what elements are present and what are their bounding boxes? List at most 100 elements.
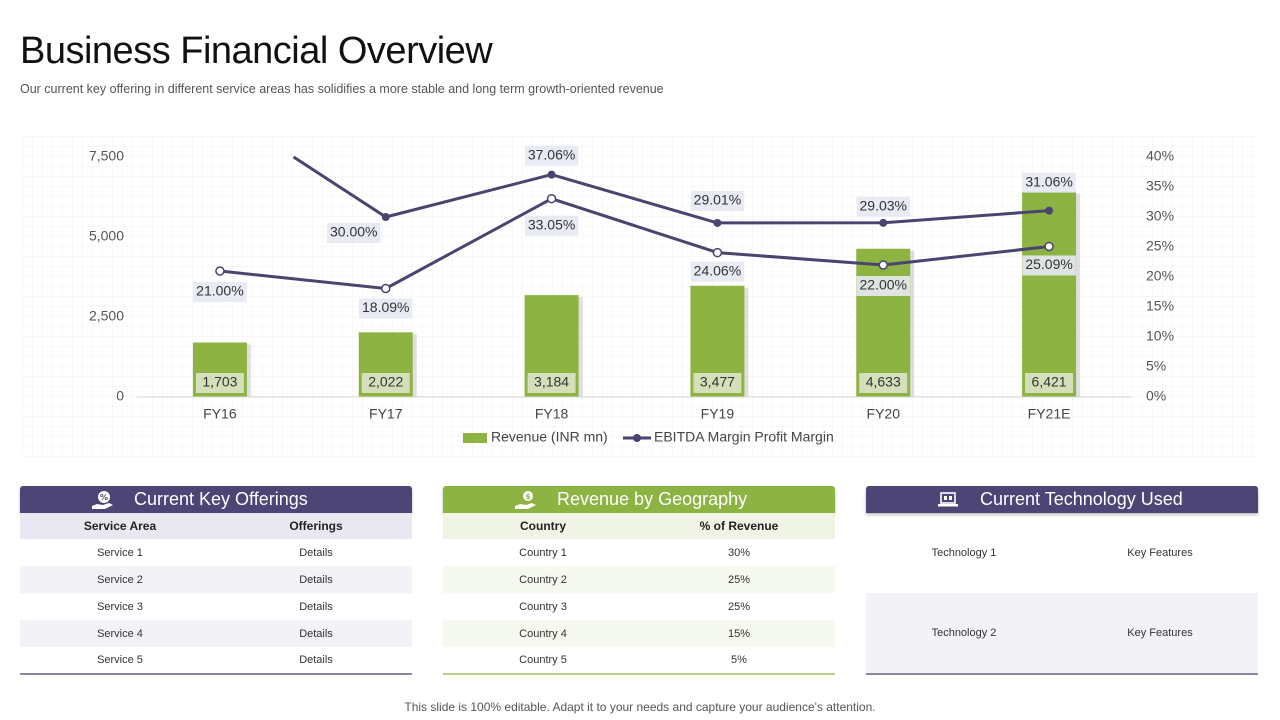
ebitda-margin-line bbox=[292, 155, 1050, 225]
technology-title: Current Technology Used bbox=[980, 489, 1183, 509]
table-cell: Details bbox=[299, 654, 333, 666]
ebitda-data-label-bg bbox=[524, 145, 579, 166]
ebitda-data-label: 29.03% bbox=[860, 198, 907, 214]
laptop-icon bbox=[936, 490, 962, 510]
table-row: Country 1 30% bbox=[443, 539, 835, 566]
bar-data-label: 1,703 bbox=[202, 374, 237, 390]
ebitda-point bbox=[713, 218, 722, 227]
ebitda-data-label-bg bbox=[690, 190, 745, 211]
bar-data-label-bg bbox=[693, 373, 742, 393]
table-header-row: Service Area Offerings bbox=[20, 513, 412, 539]
page-subtitle: Our current key offering in different se… bbox=[20, 82, 664, 96]
table-row: Service 2 Details bbox=[20, 566, 412, 593]
profit-data-label: 33.05% bbox=[528, 216, 575, 232]
geography-header: $ Revenue by Geography bbox=[443, 486, 835, 513]
ebitda-point bbox=[1045, 206, 1054, 215]
profit-data-label: 21.00% bbox=[196, 283, 243, 299]
table-row: Service 1 Details bbox=[20, 539, 412, 566]
geography-table: Country % of Revenue Country 1 30% Countr… bbox=[443, 513, 835, 675]
ebitda-point bbox=[381, 213, 390, 221]
bar-data-label-bg bbox=[195, 373, 244, 393]
table-cell: Country 3 bbox=[519, 600, 567, 613]
bar-data-label: 3,477 bbox=[700, 374, 735, 390]
ebitda-data-label: 29.01% bbox=[694, 192, 741, 208]
x-tick-label: FY21E bbox=[1028, 406, 1071, 422]
profit-data-label: 18.09% bbox=[362, 299, 409, 315]
bar-data-label: 6,421 bbox=[1032, 374, 1067, 390]
profit-point bbox=[878, 260, 888, 270]
ebitda-data-label-bg bbox=[1022, 172, 1076, 193]
x-tick-label: FY17 bbox=[369, 406, 403, 422]
svg-text:$: $ bbox=[526, 493, 531, 501]
key-offerings-header: % Current Key Offerings bbox=[20, 486, 412, 513]
ebitda-data-label-bg bbox=[856, 196, 911, 217]
bar-data-label: 3,184 bbox=[534, 374, 569, 390]
y-right-tick-label: 0% bbox=[1146, 388, 1166, 404]
table-cell: Details bbox=[299, 573, 333, 586]
svg-text:%: % bbox=[100, 493, 108, 502]
table-cell: Country 2 bbox=[519, 573, 567, 586]
geography-title: Revenue by Geography bbox=[557, 489, 748, 509]
table-cell: Service 1 bbox=[97, 546, 143, 559]
x-tick-label: FY18 bbox=[535, 406, 569, 422]
y-right-tick-label: 40% bbox=[1146, 148, 1174, 164]
geography-panel: $ Revenue by Geography Country % of Reve… bbox=[443, 486, 835, 675]
legend-bar-swatch bbox=[463, 433, 487, 443]
technology-panel: Current Technology Used Technology 1 Key… bbox=[866, 486, 1258, 675]
table-cell: 5% bbox=[731, 654, 747, 666]
legend-line-label: EBITDA Margin Profit Margin bbox=[654, 429, 834, 445]
table-row: Service 4 Details bbox=[20, 620, 412, 647]
column-header: Country bbox=[520, 519, 566, 533]
ebitda-data-label: 37.06% bbox=[528, 146, 575, 162]
profit-margin-line bbox=[219, 197, 1050, 290]
bar bbox=[1022, 191, 1077, 397]
profit-point bbox=[381, 283, 391, 294]
profit-data-label-bg bbox=[856, 276, 911, 296]
profit-point bbox=[546, 193, 557, 204]
y-right-tick-label: 10% bbox=[1146, 328, 1174, 344]
money-hand-icon: $ bbox=[513, 490, 539, 510]
bar bbox=[856, 248, 911, 397]
ebitda-data-label: 30.00% bbox=[330, 224, 377, 240]
y-left-tick-label: 0 bbox=[116, 388, 124, 404]
legend-line-marker bbox=[633, 434, 641, 442]
table-row: Country 4 15% bbox=[443, 620, 835, 647]
profit-data-label: 25.09% bbox=[1025, 256, 1072, 272]
table-cell: Country 1 bbox=[519, 546, 567, 559]
y-left-tick-label: 5,000 bbox=[89, 228, 124, 244]
y-left-tick-label: 7,500 bbox=[89, 148, 124, 164]
bar-data-label-bg bbox=[361, 373, 410, 393]
table-cell: Country 5 bbox=[519, 654, 567, 666]
technology-name: Technology 2 bbox=[931, 627, 997, 639]
table-row: Service 3 Details bbox=[20, 593, 412, 620]
profit-data-label-bg bbox=[193, 282, 247, 302]
bar-data-label-bg bbox=[859, 373, 908, 393]
technology-list: Technology 1 Key Features Technology 2 K… bbox=[866, 513, 1258, 675]
ebitda-data-label: 31.06% bbox=[1025, 173, 1072, 189]
table-row: Country 5 5% bbox=[443, 647, 835, 674]
percent-hand-icon: % bbox=[90, 490, 116, 510]
y-right-tick-label: 15% bbox=[1146, 298, 1174, 314]
list-item: Technology 1 Key Features bbox=[866, 513, 1258, 593]
bar-data-label-bg bbox=[1025, 373, 1074, 393]
table-cell: Service 5 bbox=[97, 654, 143, 666]
column-header: Service Area bbox=[83, 519, 157, 533]
bar-data-label: 4,633 bbox=[866, 374, 901, 390]
technology-features: Key Features bbox=[1127, 627, 1193, 639]
table-cell: 25% bbox=[727, 600, 751, 613]
technology-features: Key Features bbox=[1127, 547, 1193, 559]
y-right-tick-label: 20% bbox=[1146, 268, 1174, 284]
ebitda-point bbox=[547, 170, 556, 179]
profit-data-label-bg bbox=[1022, 255, 1076, 276]
table-cell: Service 2 bbox=[97, 573, 143, 586]
ebitda-point bbox=[879, 218, 888, 227]
table-cell: 15% bbox=[727, 627, 751, 640]
column-header: Offerings bbox=[289, 519, 343, 533]
bar-data-label: 2,022 bbox=[368, 374, 403, 390]
profit-data-label-bg bbox=[690, 261, 745, 282]
table-cell: Service 4 bbox=[97, 627, 143, 640]
table-cell: Details bbox=[299, 546, 333, 559]
column-header: % of Revenue bbox=[699, 519, 779, 533]
table-cell: Service 3 bbox=[97, 600, 143, 613]
x-tick-label: FY20 bbox=[867, 406, 901, 422]
